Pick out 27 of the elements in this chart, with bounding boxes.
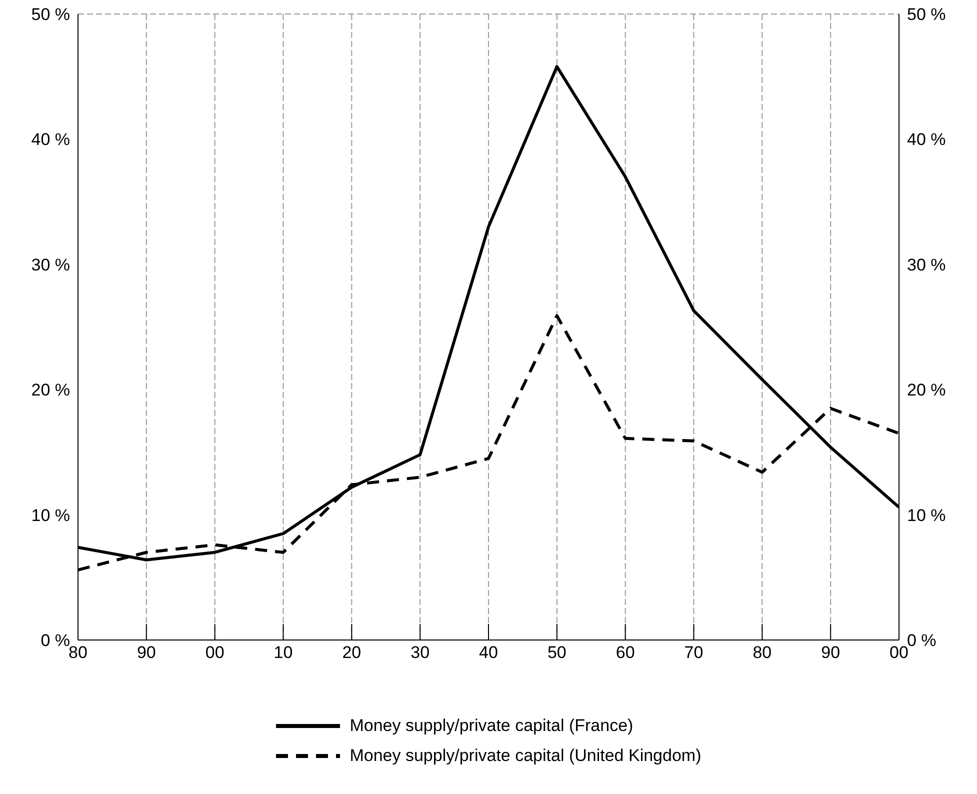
- x-tick-label: 60: [616, 643, 635, 662]
- x-tick-label: 90: [821, 643, 840, 662]
- y-tick-label: 0 %: [40, 631, 70, 650]
- x-tick-label: 40: [479, 643, 498, 662]
- y-tick-label: 30 %: [31, 255, 70, 274]
- x-tick-label: 10: [274, 643, 293, 662]
- x-tick-label: 00: [890, 643, 908, 662]
- x-tick-label: 30: [410, 643, 430, 662]
- y2-tick-label: 20 %: [907, 380, 946, 400]
- y2-tick-label: 30 %: [907, 255, 946, 274]
- x-tick-label: 80: [752, 643, 772, 662]
- x-tick-label: 50: [547, 643, 566, 662]
- y-tick-label: 50 %: [31, 5, 70, 24]
- y2-tick-label: 0 %: [907, 631, 936, 650]
- x-tick-label: 20: [342, 643, 362, 662]
- y2-tick-label: 10 %: [907, 506, 946, 525]
- legend-label: Money supply/private capital (France): [350, 716, 634, 736]
- y-tick-label: 20 %: [31, 380, 70, 400]
- y-tick-label: 10 %: [31, 506, 70, 525]
- y2-tick-label: 40 %: [907, 130, 946, 150]
- x-tick-label: 00: [205, 643, 224, 662]
- x-tick-label: 70: [684, 643, 704, 662]
- legend-label: Money supply/private capital (United Kingdom): [350, 746, 702, 766]
- x-tick-label: 90: [136, 643, 156, 662]
- x-tick-label: 80: [68, 643, 88, 662]
- y2-tick-label: 50 %: [907, 5, 946, 24]
- y-tick-label: 40 %: [31, 130, 70, 150]
